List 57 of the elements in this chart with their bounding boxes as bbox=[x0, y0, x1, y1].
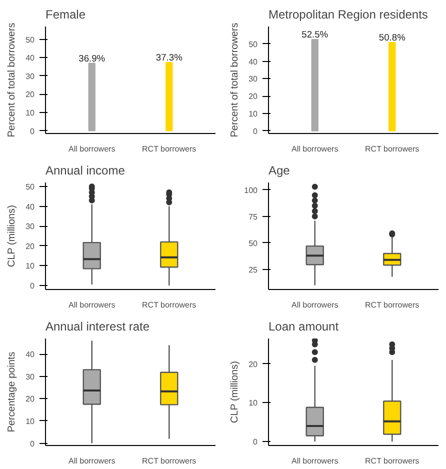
x-tick-label: All borrowers bbox=[68, 456, 116, 466]
chart-title: Age bbox=[268, 164, 290, 178]
y-tick-label: 25 bbox=[248, 265, 258, 274]
chart-title: Annual interest rate bbox=[46, 320, 150, 334]
y-tick-label: 40 bbox=[26, 202, 36, 212]
x-tick-label: All borrowers bbox=[68, 300, 116, 310]
y-tick-label: 10 bbox=[26, 416, 36, 426]
y-tick-label: 50 bbox=[26, 35, 36, 44]
data-label: 52.5% bbox=[302, 30, 328, 40]
y-tick-label: 0 bbox=[30, 439, 36, 448]
y-tick-label: 10 bbox=[26, 108, 36, 118]
y-tick-label: 40 bbox=[26, 54, 36, 63]
y-tick-label: 40 bbox=[26, 350, 36, 360]
y-tick-label: 10 bbox=[26, 262, 36, 271]
y-tick-label: 0 bbox=[253, 438, 258, 447]
chart-title: Loan amount bbox=[268, 320, 340, 334]
y-tick-label: 20 bbox=[248, 360, 258, 369]
chart-title: Metropolitan Region residents bbox=[268, 8, 428, 22]
y-tick-label: 0 bbox=[253, 126, 258, 136]
y-tick-label: 50 bbox=[248, 40, 258, 49]
x-tick-label: All borrowers bbox=[292, 300, 338, 310]
y-tick-label: 10 bbox=[248, 109, 258, 118]
x-tick-label: RCT borrowers bbox=[365, 300, 420, 310]
y-tick-label: 30 bbox=[248, 74, 258, 84]
y-axis-title: Percent of total borrowers bbox=[6, 22, 18, 138]
y-tick-label: 50 bbox=[248, 238, 258, 248]
y-axis-title: CLP (millions) bbox=[6, 205, 18, 268]
x-tick-label: RCT borrowers bbox=[142, 144, 196, 154]
chart-title: Female bbox=[46, 8, 86, 22]
y-tick-label: 0 bbox=[30, 282, 36, 291]
x-tick-label: RCT borrowers bbox=[142, 456, 196, 466]
y-tick-label: 30 bbox=[26, 222, 36, 232]
y-tick-label: 20 bbox=[26, 242, 36, 251]
y-tick-label: 20 bbox=[26, 90, 36, 100]
y-tick-label: 100 bbox=[244, 186, 258, 195]
x-tick-label: All borrowers bbox=[292, 144, 338, 154]
x-tick-label: RCT borrowers bbox=[365, 144, 420, 154]
x-tick-label: RCT borrowers bbox=[365, 456, 420, 466]
y-tick-label: 0 bbox=[30, 126, 36, 136]
x-tick-label: All borrowers bbox=[292, 456, 338, 466]
data-label: 36.9% bbox=[78, 53, 106, 64]
chart-title: Annual income bbox=[46, 164, 126, 178]
y-tick-label: 30 bbox=[26, 372, 36, 382]
x-tick-label: All borrowers bbox=[68, 144, 116, 154]
y-axis-title: CLP (millions) bbox=[230, 361, 241, 424]
data-label: 50.8% bbox=[378, 32, 406, 43]
y-tick-label: 20 bbox=[248, 92, 258, 102]
x-tick-label: RCT borrowers bbox=[142, 300, 196, 310]
y-tick-label: 10 bbox=[248, 398, 258, 408]
y-tick-label: 75 bbox=[248, 212, 258, 222]
y-tick-label: 30 bbox=[26, 72, 36, 81]
y-axis-title: Percent of total borrowers bbox=[230, 22, 241, 138]
y-axis-title: Percentage points bbox=[6, 352, 18, 432]
data-label: 37.3% bbox=[156, 52, 182, 63]
y-tick-label: 50 bbox=[26, 182, 36, 192]
y-tick-label: 40 bbox=[248, 57, 258, 66]
y-tick-label: 20 bbox=[26, 394, 36, 404]
